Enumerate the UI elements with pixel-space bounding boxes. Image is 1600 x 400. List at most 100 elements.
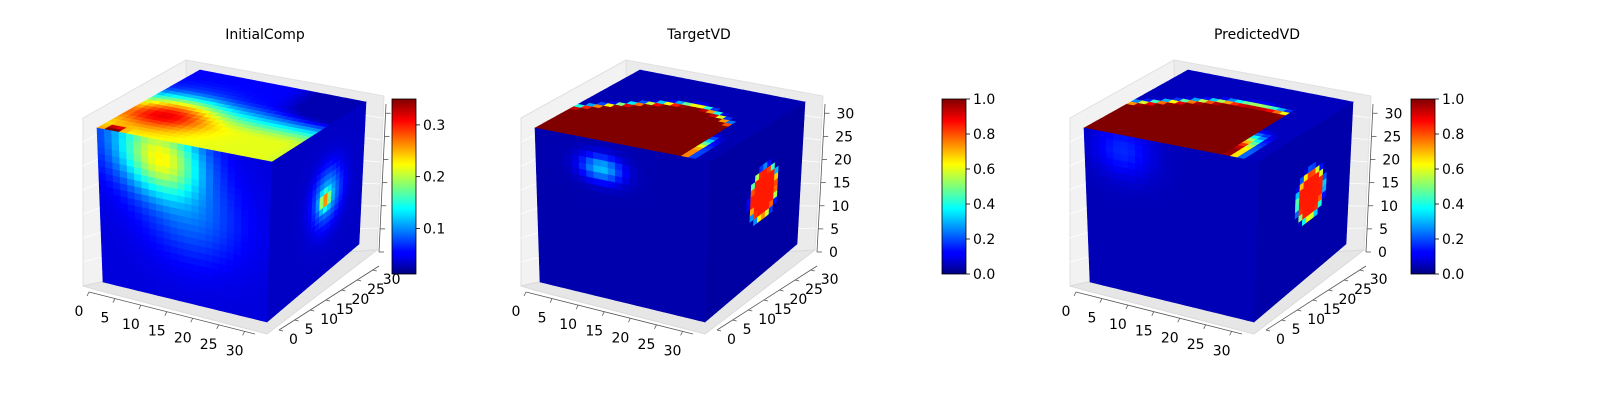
voxel-cell	[1171, 295, 1180, 305]
y-tick	[1297, 309, 1302, 312]
y-tick	[1328, 289, 1333, 292]
y-tick-label: 30	[1370, 272, 1388, 288]
voxel-cell	[615, 293, 623, 303]
y-tick	[310, 309, 315, 312]
x-tick	[164, 311, 168, 316]
voxel-cell	[635, 298, 644, 308]
voxel-cell	[546, 276, 555, 286]
colorbar-tick-label: 0.4	[973, 197, 995, 213]
x-tick-label: 15	[148, 324, 166, 340]
voxel-cell	[697, 313, 706, 323]
voxel-cell	[218, 303, 227, 313]
voxel-cell	[649, 301, 658, 311]
voxel-cell	[677, 308, 685, 318]
voxel-cell	[684, 309, 692, 320]
colorbar-tick-label: 0.2	[423, 170, 445, 186]
x-tick-label: 15	[1135, 324, 1153, 340]
y-tick-label: 0	[1276, 332, 1285, 348]
colorbar-tick-label: 0.6	[973, 162, 995, 178]
y-tick	[341, 289, 346, 292]
x-tick	[138, 304, 142, 310]
y-tick-label: 0	[727, 332, 736, 348]
x-tick	[1177, 318, 1181, 323]
x-tick-label: 30	[664, 343, 682, 359]
y-tick	[732, 319, 737, 322]
x-tick-label: 5	[538, 311, 547, 327]
x-tick	[575, 304, 579, 310]
x-tick-label: 0	[1062, 304, 1071, 320]
voxel-cell	[1116, 281, 1125, 291]
voxel-cell	[1178, 296, 1186, 306]
voxel-cell	[157, 288, 165, 298]
panel-predictedvd: PredictedVD 0 5 10 15 20 25 300510152025300510…	[1062, 27, 1465, 359]
voxel-cell	[1130, 285, 1139, 295]
voxel-cell	[246, 309, 254, 320]
z-tick-label: 20	[834, 153, 852, 169]
voxel-cell	[259, 313, 268, 323]
x-tick	[523, 291, 527, 297]
colorbar-tick-label: 0.8	[973, 127, 995, 143]
x-tick-label: 15	[585, 324, 603, 340]
voxel-cell	[573, 283, 582, 293]
panel-title: TargetVD	[666, 27, 731, 43]
y-tick-label: 15	[336, 302, 354, 318]
x-tick	[1203, 324, 1207, 329]
voxel-cell	[622, 295, 630, 305]
x-tick	[242, 331, 245, 336]
voxel-cell	[1212, 305, 1221, 315]
x-axis-line	[88, 291, 256, 335]
voxel-cell	[539, 275, 548, 285]
y-tick-label: 0	[289, 332, 298, 348]
voxel-cell	[580, 285, 589, 295]
y-tick	[763, 299, 768, 302]
voxel-cell	[102, 275, 111, 285]
y-tick	[325, 299, 330, 302]
colorbar-tick-label: 0.3	[423, 118, 445, 134]
y-tick	[372, 269, 377, 272]
voxel-cell	[177, 293, 186, 303]
panel-title: PredictedVD	[1214, 27, 1300, 43]
x-tick	[216, 324, 220, 329]
voxel-cell	[690, 311, 699, 321]
voxel-cell	[136, 283, 145, 293]
panel-title: InitialComp	[225, 27, 305, 43]
voxel-cell	[1157, 291, 1166, 301]
x-tick	[1125, 304, 1129, 310]
y-tick	[1281, 319, 1286, 322]
y-tick	[357, 279, 362, 282]
y-tick	[716, 329, 722, 332]
z-tick-label: 20	[1382, 153, 1400, 169]
x-tick	[190, 318, 194, 323]
voxel-cell	[567, 281, 575, 291]
voxel-cell	[170, 291, 179, 301]
y-tick	[1359, 269, 1364, 272]
voxel-cell	[656, 303, 665, 313]
voxel-cell	[239, 308, 247, 318]
y-tick	[1312, 299, 1317, 302]
voxel-cell	[1185, 298, 1193, 308]
voxel-cell	[1089, 275, 1098, 285]
front-face	[96, 127, 273, 323]
x-tick	[628, 318, 631, 323]
colorbar-gradient	[391, 98, 417, 275]
y-tick-label: 5	[743, 322, 752, 338]
voxel-cell	[1233, 309, 1241, 320]
x-tick-label: 20	[1161, 330, 1179, 346]
z-tick-label: 5	[1379, 222, 1388, 238]
voxel-cell	[122, 280, 131, 290]
y-tick	[294, 319, 299, 322]
voxel-cell	[212, 301, 220, 311]
y-tick-label: 10	[320, 312, 338, 328]
z-tick-label: 30	[837, 106, 855, 122]
voxel-cell	[1192, 300, 1200, 310]
y-tick-label: 5	[1292, 322, 1301, 338]
colorbar: 0.00.20.40.60.81.0	[941, 92, 995, 283]
voxel-cell	[1109, 280, 1118, 290]
voxel-cell	[663, 305, 672, 315]
x-tick-label: 20	[611, 330, 629, 346]
x-tick	[1073, 291, 1077, 297]
x-tick-label: 5	[100, 311, 109, 327]
x-tick	[1151, 311, 1155, 316]
y-tick-label: 5	[305, 322, 314, 338]
y-tick-label: 25	[367, 282, 385, 298]
